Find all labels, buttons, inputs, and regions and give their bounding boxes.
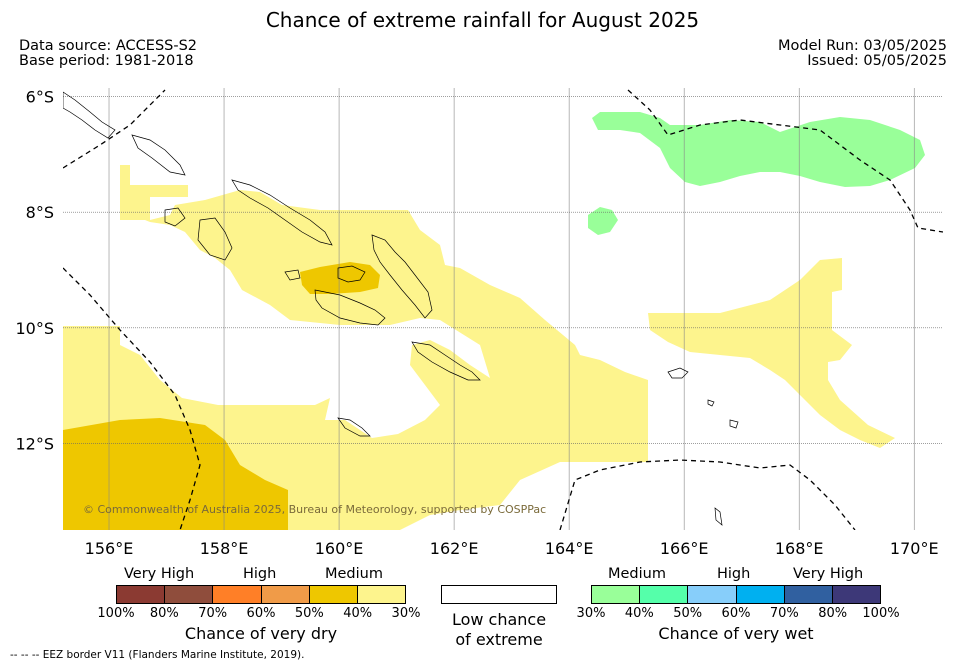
metadata-right: Model Run: 03/05/2025 Issued: 05/05/2025 xyxy=(778,39,947,69)
legend-dry-high-label: High xyxy=(243,566,277,582)
coastline-makira xyxy=(411,341,481,381)
map-layers xyxy=(63,88,943,530)
longitude-label-0: 156°E xyxy=(85,539,134,558)
metadata-left: Data source: ACCESS-S2 Base period: 1981… xyxy=(19,39,197,69)
eez-borders xyxy=(63,89,943,530)
eez-border-png-north xyxy=(63,89,166,169)
coastline-new-georgia xyxy=(164,207,233,261)
legend-wet-high-label: High xyxy=(717,566,751,582)
dry-medium-region xyxy=(63,165,895,530)
latitude-labels: 6°S 8°S 10°S 12°S xyxy=(15,88,54,454)
longitude-label-4: 164°E xyxy=(545,539,594,558)
coastline-bougainville xyxy=(131,134,186,176)
legend-low-chance-title: Low chance of extreme xyxy=(441,610,557,650)
dry-high-region xyxy=(63,262,380,530)
eez-border-vanuatu xyxy=(559,459,856,530)
legend-dry-colorbar xyxy=(116,585,406,604)
latitude-label-1: 8°S xyxy=(26,203,54,222)
legend-dry-swatch-1 xyxy=(164,586,213,603)
base-period-text: Base period: 1981-2018 xyxy=(19,53,194,69)
legend-dry-title: Chance of very dry xyxy=(184,624,338,643)
legend-wet-swatch-2 xyxy=(687,586,736,603)
legend-wet-tick-6: 100% xyxy=(862,606,900,621)
legend-dry-swatch-0 xyxy=(117,586,165,603)
longitude-label-6: 168°E xyxy=(775,539,824,558)
legend-dry-medium-label: Medium xyxy=(325,566,383,582)
legend-wet-tick-0: 30% xyxy=(576,606,606,621)
legend-wet-colorbar xyxy=(591,585,881,604)
legend-wet-tick-1: 40% xyxy=(624,606,654,621)
chart-title: Chance of extreme rainfall for August 20… xyxy=(265,8,700,32)
coastline-choiseul xyxy=(231,179,333,246)
copyright-notice: © Commonwealth of Australia 2025, Bureau… xyxy=(83,503,547,516)
eez-border-solomons-east xyxy=(627,89,943,233)
legend-low-chance-swatch xyxy=(441,585,557,604)
eez-footnote: -- -- -- EEZ border V11 (Flanders Marine… xyxy=(10,649,305,661)
longitude-label-7: 170°E xyxy=(890,539,939,558)
issued-date-text: Issued: 05/05/2025 xyxy=(807,53,947,69)
data-source-text: Data source: ACCESS-S2 xyxy=(19,38,198,54)
legend-wet-very-high-label: Very High xyxy=(793,566,864,582)
longitude-label-2: 160°E xyxy=(315,539,364,558)
model-run-text: Model Run: 03/05/2025 xyxy=(777,38,947,54)
legend-dry-tick-6: 30% xyxy=(391,606,421,621)
legend-low-chance-line1: Low chance xyxy=(451,610,547,629)
coastlines xyxy=(63,91,739,526)
legend-low-chance-line2: of extreme xyxy=(455,630,543,649)
coastline-new-ireland xyxy=(63,91,116,139)
longitude-labels: 156°E 158°E 160°E 162°E 164°E 166°E 168°E 170°E xyxy=(85,539,939,558)
legend-dry-swatch-5 xyxy=(356,586,406,603)
coastline-rennell xyxy=(337,417,371,437)
legend-dry-very-high-label: Very High xyxy=(124,566,195,582)
coastline-guadalcanal xyxy=(314,289,386,326)
legend-dry-swatch-3 xyxy=(260,586,309,603)
legend-wet-swatch-3 xyxy=(735,586,784,603)
legend-wet-title: Chance of very wet xyxy=(658,624,814,643)
legend-wet-swatch-5 xyxy=(831,586,881,603)
coastline-santa-isabel xyxy=(371,234,433,319)
legend-wet-swatch-4 xyxy=(783,586,832,603)
longitude-label-5: 166°E xyxy=(660,539,709,558)
gridlines xyxy=(63,88,943,530)
legend-dry-tick-4: 50% xyxy=(294,606,324,621)
coastline-santa-cruz xyxy=(667,367,739,526)
legend-wet-swatch-1 xyxy=(639,586,688,603)
legend-dry-tick-2: 70% xyxy=(198,606,228,621)
legend-wet-tick-3: 60% xyxy=(721,606,751,621)
wet-medium-region xyxy=(588,112,925,235)
latitude-label-3: 12°S xyxy=(15,434,54,453)
legend-dry-tick-0: 100% xyxy=(97,606,135,621)
legend-dry-tick-5: 40% xyxy=(343,606,373,621)
legend-wet-swatch-0 xyxy=(592,586,640,603)
longitude-label-1: 158°E xyxy=(200,539,249,558)
longitude-label-3: 162°E xyxy=(430,539,479,558)
legend-dry-tick-1: 80% xyxy=(149,606,179,621)
latitude-label-2: 10°S xyxy=(15,319,54,338)
legend-wet-medium-label: Medium xyxy=(608,566,666,582)
latitude-label-0: 6°S xyxy=(26,88,54,107)
legend-wet-tick-4: 70% xyxy=(769,606,799,621)
legend-wet-tick-5: 80% xyxy=(818,606,848,621)
legend-wet-tick-2: 50% xyxy=(673,606,703,621)
legend-dry-swatch-4 xyxy=(308,586,357,603)
coastline-malaita xyxy=(284,265,366,283)
legend-dry-tick-3: 60% xyxy=(246,606,276,621)
legend-dry-swatch-2 xyxy=(212,586,261,603)
